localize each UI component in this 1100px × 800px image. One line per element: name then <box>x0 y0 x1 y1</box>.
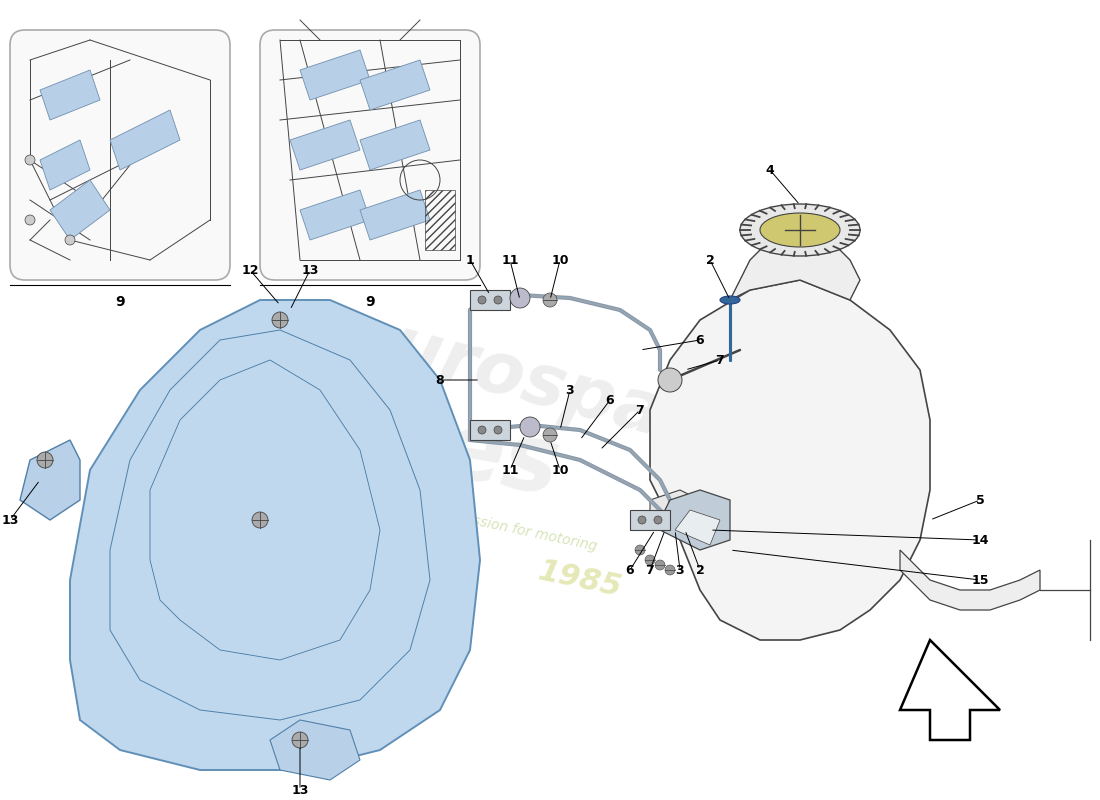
FancyBboxPatch shape <box>10 30 230 280</box>
Circle shape <box>520 417 540 437</box>
Text: 13: 13 <box>301 263 319 277</box>
Text: 9: 9 <box>365 295 375 309</box>
Text: 11: 11 <box>502 254 519 266</box>
Polygon shape <box>675 510 720 545</box>
Polygon shape <box>360 120 430 170</box>
Text: 7: 7 <box>636 403 645 417</box>
Circle shape <box>292 732 308 748</box>
Circle shape <box>25 215 35 225</box>
Text: 7: 7 <box>646 563 654 577</box>
Polygon shape <box>300 50 370 100</box>
Text: 10: 10 <box>551 254 569 266</box>
Circle shape <box>510 288 530 308</box>
Ellipse shape <box>760 213 840 247</box>
Polygon shape <box>40 70 100 120</box>
Text: 6: 6 <box>626 563 635 577</box>
Ellipse shape <box>720 296 740 304</box>
Text: 1: 1 <box>465 254 474 266</box>
Polygon shape <box>20 440 80 520</box>
Text: 8: 8 <box>436 374 444 386</box>
Circle shape <box>272 312 288 328</box>
Circle shape <box>494 296 502 304</box>
Text: 9: 9 <box>116 295 124 309</box>
Circle shape <box>666 565 675 575</box>
Circle shape <box>635 545 645 555</box>
Text: 15: 15 <box>971 574 989 586</box>
Circle shape <box>25 155 35 165</box>
Text: 4: 4 <box>766 163 774 177</box>
Polygon shape <box>650 490 700 540</box>
Circle shape <box>645 555 654 565</box>
Text: 6: 6 <box>606 394 614 406</box>
Text: 2: 2 <box>705 254 714 266</box>
Bar <box>470 420 510 440</box>
Text: 3: 3 <box>675 563 684 577</box>
Text: 11: 11 <box>502 463 519 477</box>
Polygon shape <box>70 300 480 770</box>
Circle shape <box>543 293 557 307</box>
Text: 13: 13 <box>1 514 19 526</box>
Polygon shape <box>360 60 430 110</box>
Circle shape <box>478 296 486 304</box>
Circle shape <box>37 452 53 468</box>
Polygon shape <box>650 280 930 640</box>
Text: 7: 7 <box>716 354 725 366</box>
Circle shape <box>654 516 662 524</box>
Circle shape <box>478 426 486 434</box>
Circle shape <box>658 368 682 392</box>
Text: 3: 3 <box>565 383 574 397</box>
Circle shape <box>494 426 502 434</box>
Text: 13: 13 <box>292 783 309 797</box>
Polygon shape <box>900 640 1000 740</box>
Text: 14: 14 <box>971 534 989 546</box>
Text: 10: 10 <box>551 463 569 477</box>
Text: 2: 2 <box>695 563 704 577</box>
FancyBboxPatch shape <box>260 30 480 280</box>
Polygon shape <box>730 230 860 300</box>
Text: 5: 5 <box>976 494 984 506</box>
Bar <box>425 190 455 250</box>
Text: a passion for motoring: a passion for motoring <box>442 507 598 553</box>
Polygon shape <box>50 180 110 240</box>
Circle shape <box>654 560 666 570</box>
Text: 6: 6 <box>695 334 704 346</box>
Ellipse shape <box>740 204 860 256</box>
Text: es: es <box>432 404 568 516</box>
Circle shape <box>543 428 557 442</box>
Polygon shape <box>110 110 180 170</box>
Polygon shape <box>290 120 360 170</box>
Bar <box>630 510 670 530</box>
Polygon shape <box>660 490 730 550</box>
Text: 12: 12 <box>241 263 258 277</box>
Circle shape <box>638 516 646 524</box>
Polygon shape <box>270 720 360 780</box>
Polygon shape <box>40 140 90 190</box>
Polygon shape <box>360 190 430 240</box>
Polygon shape <box>900 550 1040 610</box>
Circle shape <box>65 235 75 245</box>
Text: eurospar: eurospar <box>334 299 705 461</box>
Text: 1985: 1985 <box>536 557 625 603</box>
Bar <box>470 290 510 310</box>
Circle shape <box>252 512 268 528</box>
Polygon shape <box>300 190 370 240</box>
